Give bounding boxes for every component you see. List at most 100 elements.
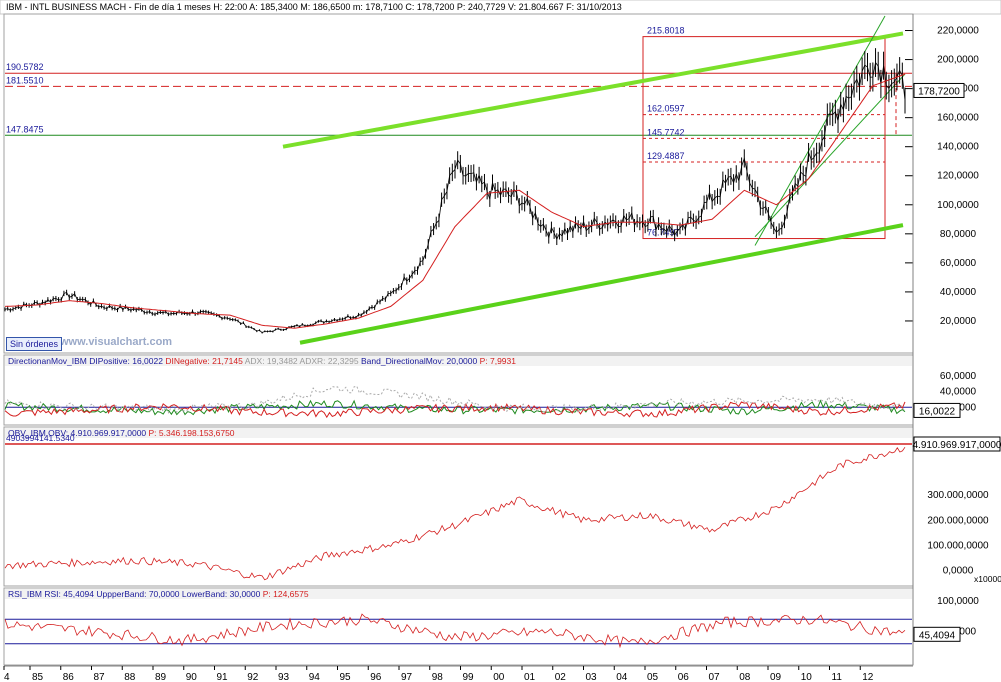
fibonacci-box bbox=[642, 36, 886, 240]
price-y-tick-label: 140,0000 bbox=[937, 142, 979, 153]
lower-channel-line[interactable] bbox=[299, 223, 904, 345]
level-label-147: 147.8475 bbox=[6, 124, 44, 134]
obv-y-tick-label: 200.000,0000 bbox=[927, 515, 989, 526]
x-tick-label: 98 bbox=[432, 672, 444, 682]
rsi-panel[interactable] bbox=[3, 587, 914, 666]
x-tick-label: 05 bbox=[647, 672, 659, 682]
dm-legend-item: DINegative: 21,7145 bbox=[163, 356, 243, 366]
moving-average-line bbox=[4, 73, 906, 329]
x-tick-label: 02 bbox=[555, 672, 567, 682]
price-line bbox=[4, 61, 906, 334]
dm-legend-item: ADXR: 22,3295 bbox=[298, 356, 359, 366]
orders-button-label: Sin órdenes bbox=[10, 339, 59, 349]
header-info: IBM - INTL BUSINESS MACH - Fin de día 1 … bbox=[6, 2, 622, 12]
fibonacci-top-label: 215.8018 bbox=[647, 26, 685, 36]
obv-legend-item: OBV_IBM bbox=[8, 428, 46, 438]
rsi-y-tick-label: 100,0000 bbox=[937, 596, 979, 607]
price-panel[interactable] bbox=[3, 13, 914, 354]
x-tick-label: 10 bbox=[801, 672, 813, 682]
steep-channel-lower[interactable] bbox=[754, 73, 906, 238]
x-tick-label: 89 bbox=[155, 672, 167, 682]
last-price-tag bbox=[913, 82, 965, 98]
fibonacci-bottom-label: 76.7497 bbox=[647, 228, 680, 238]
x-tick-label: 90 bbox=[186, 672, 198, 682]
price-y-tick-label: 120,0000 bbox=[937, 171, 979, 182]
x-tick-label: 12 bbox=[862, 672, 874, 682]
rsi-line bbox=[4, 613, 906, 649]
dm-last-label: 16,0022 bbox=[919, 406, 956, 417]
x-tick-label: 03 bbox=[586, 672, 598, 682]
x-tick-label: 4 bbox=[4, 672, 10, 682]
orders-button[interactable]: Sin órdenes bbox=[6, 337, 63, 351]
x-tick-label: 95 bbox=[340, 672, 352, 682]
last-price-label: 178,7200 bbox=[918, 86, 960, 97]
price-y-tick-label: 220,0000 bbox=[937, 26, 979, 37]
rsi-legend: RSI_IBM RSI: 45,4094 UppperBand: 70,0000… bbox=[8, 589, 309, 599]
dm-legend-item: DirectionanMov_IBM bbox=[8, 356, 87, 366]
steep-channel-upper[interactable] bbox=[754, 15, 886, 246]
dm-panel[interactable] bbox=[3, 354, 914, 426]
upper-channel-line[interactable] bbox=[282, 31, 904, 149]
dm-negative-line bbox=[4, 401, 906, 419]
rsi-last-label: 45,4094 bbox=[919, 630, 956, 641]
x-tick-label: 87 bbox=[94, 672, 106, 682]
obv-scale-note: x10000 bbox=[974, 574, 1001, 584]
obv-legend: OBV_IBM OBV: 4.910.969.917,0000 P: 5.346… bbox=[8, 428, 235, 438]
dm-last-tag bbox=[913, 402, 961, 418]
fibonacci-level-label: 129.4887 bbox=[647, 151, 685, 161]
dm-y-tick-label: 40,0000 bbox=[940, 387, 977, 398]
price-y-tick-label: 160,0000 bbox=[937, 113, 979, 124]
obv-y-tick-label: 0,0000 bbox=[943, 565, 974, 576]
obv-top-text: 4903994141.5340 bbox=[6, 433, 75, 443]
fibonacci-level-label: 162.0597 bbox=[647, 104, 685, 114]
x-tick-label: 00 bbox=[493, 672, 505, 682]
rsi-legend-item: LowerBand: 30,0000 bbox=[180, 589, 261, 599]
dm-legend-item: Band_DirectionalMov: 20,0000 bbox=[359, 356, 478, 366]
price-y-tick-label: 200,0000 bbox=[937, 55, 979, 66]
dm-legend-item: DIPositive: 16,0022 bbox=[87, 356, 163, 366]
x-tick-label: 09 bbox=[770, 672, 782, 682]
obv-y-tick-label: 100.000,0000 bbox=[927, 540, 989, 551]
x-tick-label: 06 bbox=[678, 672, 690, 682]
x-tick-label: 93 bbox=[278, 672, 290, 682]
obv-y-tick-label: 300.000,0000 bbox=[927, 490, 989, 501]
obv-legend-item: P: 5.346.198.153,6750 bbox=[146, 428, 235, 438]
x-tick-label: 97 bbox=[401, 672, 413, 682]
x-tick-label: 94 bbox=[309, 672, 321, 682]
x-tick-label: 01 bbox=[524, 672, 536, 682]
rsi-legend-item: RSI: 45,4094 bbox=[42, 589, 94, 599]
price-y-tick-label: 20,0000 bbox=[940, 316, 977, 327]
obv-last-label: 4.910.969.917,0000 bbox=[913, 440, 1001, 451]
rsi-legend-item: P: 124,6575 bbox=[260, 589, 308, 599]
x-tick-label: 99 bbox=[463, 672, 475, 682]
watermark: www.visualchart.com bbox=[59, 336, 172, 348]
obv-line bbox=[4, 446, 906, 581]
x-tick-label: 04 bbox=[616, 672, 628, 682]
fibonacci-level-label: 145.7742 bbox=[647, 127, 685, 137]
x-tick-label: 88 bbox=[124, 672, 136, 682]
dm-legend: DirectionanMov_IBM DIPositive: 16,0022 D… bbox=[8, 356, 516, 366]
price-y-tick-label: 60,0000 bbox=[940, 258, 977, 269]
dm-legend-item: P: 7,9931 bbox=[477, 356, 516, 366]
x-tick-label: 08 bbox=[739, 672, 751, 682]
x-tick-label: 96 bbox=[370, 672, 382, 682]
x-tick-label: 11 bbox=[832, 672, 843, 682]
price-y-tick-label: 100,0000 bbox=[937, 200, 979, 211]
obv-last-tag bbox=[913, 436, 1001, 452]
level-label-190: 190.5782 bbox=[6, 62, 44, 72]
x-tick-label: 85 bbox=[32, 672, 44, 682]
dm-y-tick-label: 60,0000 bbox=[940, 371, 977, 382]
dm-positive-line bbox=[4, 399, 906, 416]
x-tick-label: 91 bbox=[217, 672, 229, 682]
adx-line bbox=[4, 385, 906, 414]
x-tick-label: 86 bbox=[63, 672, 75, 682]
level-label-181: 181.5510 bbox=[6, 75, 44, 85]
x-tick-label: 07 bbox=[709, 672, 721, 682]
rsi-legend-item: RSI_IBM bbox=[8, 589, 42, 599]
rsi-legend-item: UppperBand: 70,0000 bbox=[94, 589, 180, 599]
price-y-tick-label: 40,0000 bbox=[940, 287, 977, 298]
dm-legend-item: ADX: 19,3482 bbox=[243, 356, 298, 366]
price-y-tick-label: 80,0000 bbox=[940, 229, 977, 240]
